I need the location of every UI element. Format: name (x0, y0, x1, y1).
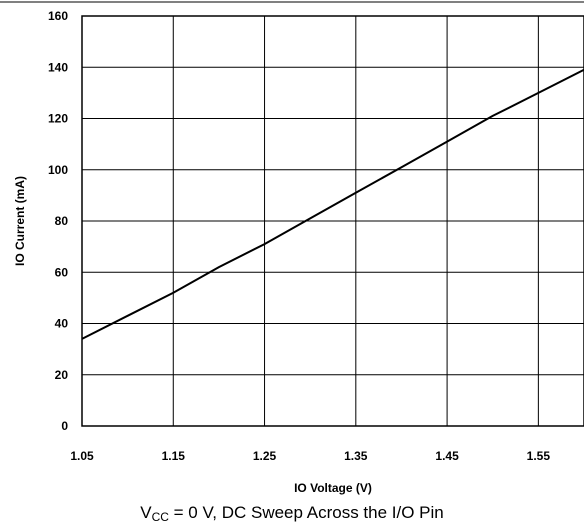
x-tick-labels: 1.05 1.15 1.25 1.35 1.45 1.55 (70, 449, 550, 463)
x-tick-label: 1.45 (435, 449, 459, 463)
x-axis-title: IO Voltage (V) (294, 481, 372, 495)
y-tick-label: 40 (55, 317, 69, 331)
x-tick-label: 1.15 (162, 449, 186, 463)
y-tick-labels: 0 20 40 60 80 100 120 140 160 (48, 9, 68, 433)
y-tick-label: 20 (55, 368, 69, 382)
x-tick-label: 1.05 (70, 449, 94, 463)
plot-frame (81, 15, 584, 427)
figure-caption: VCC = 0 V, DC Sweep Across the I/O Pin (0, 503, 584, 527)
y-tick-label: 160 (48, 9, 68, 23)
y-axis-title: IO Current (mA) (13, 176, 27, 266)
y-tick-label: 120 (48, 112, 68, 126)
y-tick-label: 100 (48, 163, 68, 177)
caption-subscript: CC (151, 510, 169, 524)
y-tick-label: 0 (61, 419, 68, 433)
x-tick-label: 1.35 (344, 449, 368, 463)
series-line (81, 68, 584, 340)
grid (81, 15, 584, 427)
y-tick-label: 80 (55, 214, 69, 228)
y-tick-label: 60 (55, 265, 69, 279)
x-tick-label: 1.25 (253, 449, 277, 463)
caption-v: V (140, 503, 152, 522)
y-tick-label: 140 (48, 60, 68, 74)
x-tick-label: 1.55 (527, 449, 551, 463)
caption-rest: = 0 V, DC Sweep Across the I/O Pin (168, 503, 444, 522)
